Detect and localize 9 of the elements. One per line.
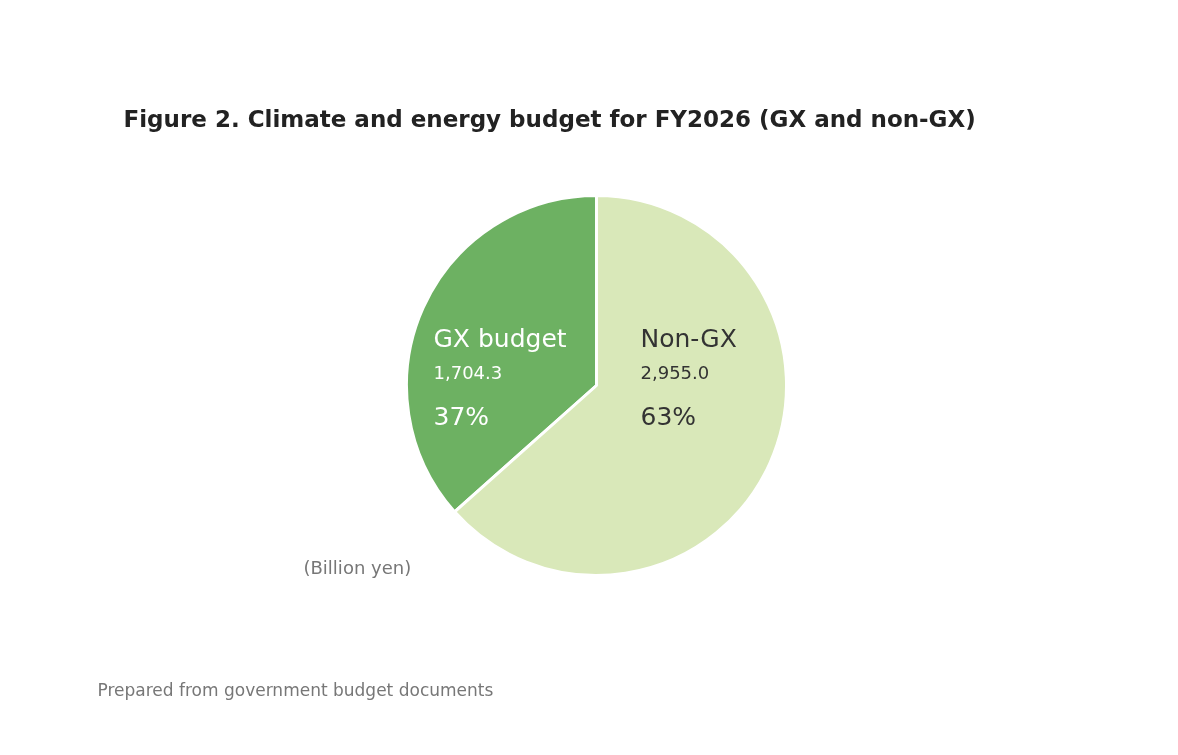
text: 63% [640,402,697,431]
data-label: 1,704.3 [433,362,503,383]
slice-label: Non-GX [640,324,737,353]
text: (Billion yen) [303,557,412,578]
text: Prepared from government budget documents [97,679,494,700]
slice-label: GX budget [433,324,567,353]
chart-title: Figure 2. Climate and energy budget for FY2026 (GX and non-GX) [123,105,976,132]
data-label: 2,955.0 [640,362,710,383]
text: 37% [433,402,490,431]
